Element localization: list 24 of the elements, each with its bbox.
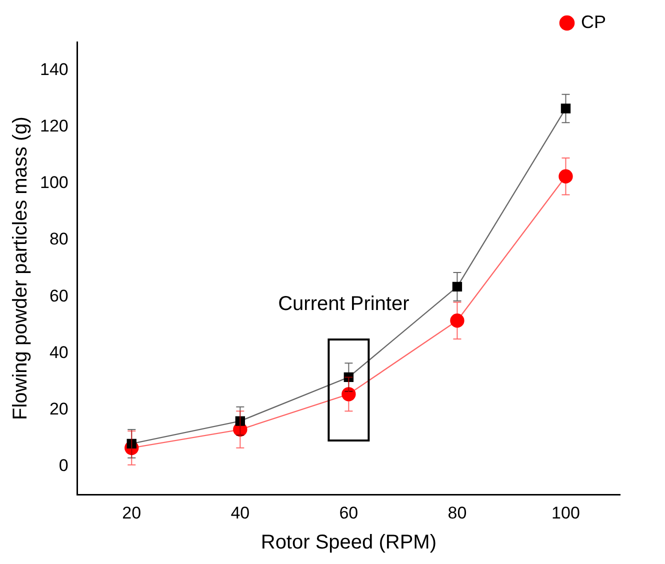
point bbox=[344, 372, 354, 382]
x-tick-label: 60 bbox=[339, 503, 358, 522]
point bbox=[560, 104, 571, 114]
y-tick-label: 60 bbox=[49, 286, 68, 306]
point bbox=[342, 387, 356, 402]
x-tick-label: 20 bbox=[122, 503, 142, 522]
point bbox=[452, 282, 462, 292]
y-tick-label: 120 bbox=[40, 116, 68, 136]
y-tick-label: 80 bbox=[49, 230, 68, 249]
point bbox=[450, 314, 464, 328]
x-tick-label: 80 bbox=[448, 503, 467, 522]
y-tick-label: 100 bbox=[40, 173, 68, 192]
y-tick-label: 0 bbox=[58, 456, 68, 475]
x-tick-label: 100 bbox=[552, 503, 580, 522]
point bbox=[235, 416, 245, 426]
y-tick-label: 40 bbox=[49, 342, 68, 362]
x-axis-title: Rotor Speed (RPM) bbox=[260, 532, 436, 554]
x-tick-label: 40 bbox=[230, 503, 250, 522]
y-axis-title: Flowing powder particles mass (g) bbox=[10, 116, 32, 420]
annotation: Current Printer bbox=[278, 293, 410, 316]
legend-label: CP bbox=[580, 12, 606, 32]
point bbox=[558, 169, 573, 184]
y-tick-label: 20 bbox=[49, 399, 68, 418]
y-tick-label: 140 bbox=[40, 60, 68, 79]
